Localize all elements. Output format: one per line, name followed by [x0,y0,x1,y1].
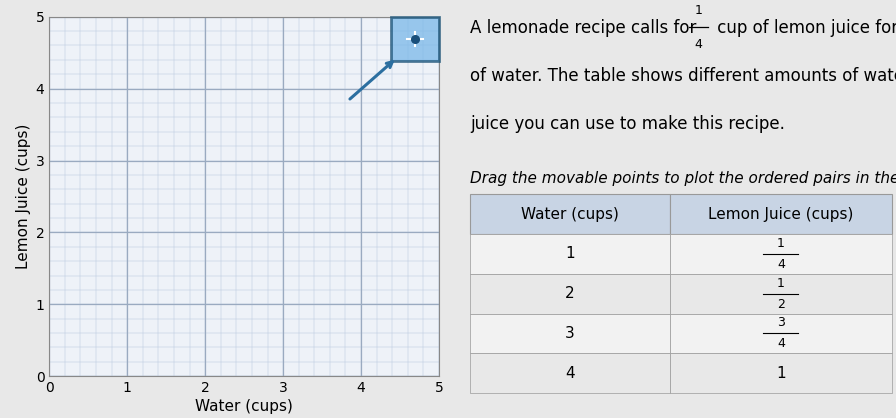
Text: cup of lemon juice for every cup: cup of lemon juice for every cup [712,19,896,37]
Text: 1: 1 [777,237,785,250]
Text: 4: 4 [777,337,785,350]
Bar [670,353,892,393]
Bar [470,274,670,314]
Text: 4: 4 [777,258,785,271]
Bar [670,314,892,353]
Text: A lemonade recipe calls for: A lemonade recipe calls for [470,19,702,37]
Text: 3: 3 [777,316,785,329]
Text: 3: 3 [565,326,575,341]
Text: 4: 4 [565,366,575,380]
Text: 4: 4 [694,38,702,51]
Text: 2: 2 [565,286,575,301]
Bar [470,194,670,234]
Text: 1: 1 [777,277,785,290]
Text: Drag the movable points to plot the ordered pairs in the table.: Drag the movable points to plot the orde… [470,171,896,186]
Text: 2: 2 [777,298,785,311]
Text: 1: 1 [694,4,702,17]
Bar [670,234,892,274]
Y-axis label: Lemon Juice (cups): Lemon Juice (cups) [16,124,31,269]
Text: juice you can use to make this recipe.: juice you can use to make this recipe. [470,115,785,133]
Bar [470,314,670,353]
Bar [470,353,670,393]
FancyBboxPatch shape [391,17,439,61]
Text: Lemon Juice (cups): Lemon Juice (cups) [708,207,854,222]
Bar [670,194,892,234]
Text: 1: 1 [776,366,786,380]
Text: Water (cups): Water (cups) [521,207,619,222]
Text: of water. The table shows different amounts of water and lemon: of water. The table shows different amou… [470,67,896,85]
Text: 1: 1 [565,247,575,261]
Bar [670,274,892,314]
Bar [470,234,670,274]
X-axis label: Water (cups): Water (cups) [195,399,293,414]
